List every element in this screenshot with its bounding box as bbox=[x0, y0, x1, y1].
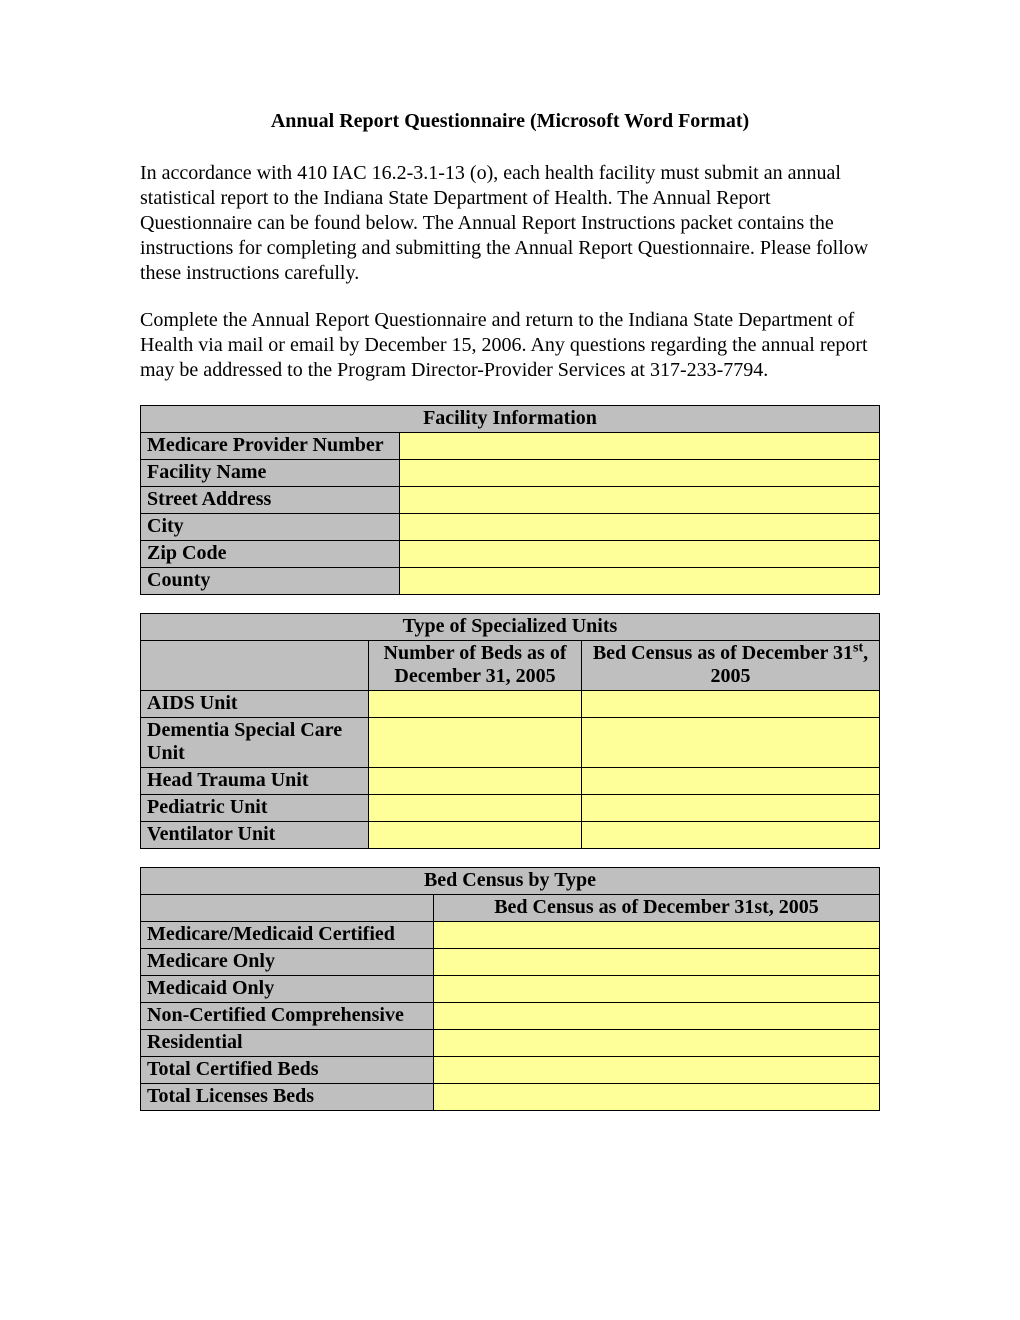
table-row: Medicare Provider Number bbox=[141, 433, 880, 460]
row-label: Dementia Special Care Unit bbox=[141, 718, 369, 768]
input-cell[interactable] bbox=[400, 514, 880, 541]
row-label: Medicare/Medicaid Certified bbox=[141, 922, 434, 949]
row-label: Zip Code bbox=[141, 541, 400, 568]
table-row: County bbox=[141, 568, 880, 595]
table-row: Zip Code bbox=[141, 541, 880, 568]
row-label: Head Trauma Unit bbox=[141, 768, 369, 795]
row-label: City bbox=[141, 514, 400, 541]
input-cell[interactable] bbox=[434, 976, 880, 1003]
input-cell[interactable] bbox=[582, 691, 880, 718]
table-row: Head Trauma Unit bbox=[141, 768, 880, 795]
input-cell[interactable] bbox=[434, 1057, 880, 1084]
col2-sup: st bbox=[853, 640, 863, 655]
facility-info-header: Facility Information bbox=[141, 406, 880, 433]
input-cell[interactable] bbox=[400, 487, 880, 514]
input-cell[interactable] bbox=[400, 433, 880, 460]
bed-census-header: Bed Census by Type bbox=[141, 868, 880, 895]
table-row: Medicare Only bbox=[141, 949, 880, 976]
table-row: Ventilator Unit bbox=[141, 822, 880, 849]
col2-pre: Bed Census as of December 31 bbox=[593, 642, 853, 664]
table-row: AIDS Unit bbox=[141, 691, 880, 718]
row-label: Pediatric Unit bbox=[141, 795, 369, 822]
column-header-census: Bed Census as of December 31st, 2005 bbox=[582, 641, 880, 691]
table-row: Facility Name bbox=[141, 460, 880, 487]
row-label: Ventilator Unit bbox=[141, 822, 369, 849]
row-label: AIDS Unit bbox=[141, 691, 369, 718]
input-cell[interactable] bbox=[400, 568, 880, 595]
intro-paragraph-2: Complete the Annual Report Questionnaire… bbox=[140, 308, 880, 383]
input-cell[interactable] bbox=[369, 795, 582, 822]
input-cell[interactable] bbox=[582, 768, 880, 795]
input-cell[interactable] bbox=[434, 1084, 880, 1111]
row-label: Street Address bbox=[141, 487, 400, 514]
input-cell[interactable] bbox=[582, 718, 880, 768]
input-cell[interactable] bbox=[434, 1030, 880, 1057]
table-row: Residential bbox=[141, 1030, 880, 1057]
table-row: Pediatric Unit bbox=[141, 795, 880, 822]
row-label: County bbox=[141, 568, 400, 595]
row-label: Medicare Provider Number bbox=[141, 433, 400, 460]
input-cell[interactable] bbox=[369, 718, 582, 768]
input-cell[interactable] bbox=[434, 949, 880, 976]
table-row: City bbox=[141, 514, 880, 541]
input-cell[interactable] bbox=[582, 795, 880, 822]
row-label: Total Certified Beds bbox=[141, 1057, 434, 1084]
column-header-beds: Number of Beds as of December 31, 2005 bbox=[369, 641, 582, 691]
empty-corner-cell bbox=[141, 641, 369, 691]
empty-corner-cell bbox=[141, 895, 434, 922]
row-label: Facility Name bbox=[141, 460, 400, 487]
specialized-units-header: Type of Specialized Units bbox=[141, 614, 880, 641]
row-label: Medicare Only bbox=[141, 949, 434, 976]
input-cell[interactable] bbox=[434, 1003, 880, 1030]
specialized-units-table: Type of Specialized Units Number of Beds… bbox=[140, 613, 880, 849]
row-label: Total Licenses Beds bbox=[141, 1084, 434, 1111]
bed-census-table: Bed Census by Type Bed Census as of Dece… bbox=[140, 867, 880, 1111]
table-row: Street Address bbox=[141, 487, 880, 514]
table-row: Medicaid Only bbox=[141, 976, 880, 1003]
input-cell[interactable] bbox=[369, 691, 582, 718]
row-label: Non-Certified Comprehensive bbox=[141, 1003, 434, 1030]
table-row: Total Certified Beds bbox=[141, 1057, 880, 1084]
facility-info-table: Facility Information Medicare Provider N… bbox=[140, 405, 880, 595]
document-page: Annual Report Questionnaire (Microsoft W… bbox=[0, 0, 1020, 1320]
table-row: Dementia Special Care Unit bbox=[141, 718, 880, 768]
row-label: Residential bbox=[141, 1030, 434, 1057]
table-row: Medicare/Medicaid Certified bbox=[141, 922, 880, 949]
page-title: Annual Report Questionnaire (Microsoft W… bbox=[140, 110, 880, 133]
input-cell[interactable] bbox=[369, 768, 582, 795]
input-cell[interactable] bbox=[582, 822, 880, 849]
input-cell[interactable] bbox=[369, 822, 582, 849]
intro-paragraph-1: In accordance with 410 IAC 16.2-3.1-13 (… bbox=[140, 161, 880, 286]
table-row: Total Licenses Beds bbox=[141, 1084, 880, 1111]
row-label: Medicaid Only bbox=[141, 976, 434, 1003]
column-header-census: Bed Census as of December 31st, 2005 bbox=[434, 895, 880, 922]
input-cell[interactable] bbox=[434, 922, 880, 949]
table-row: Non-Certified Comprehensive bbox=[141, 1003, 880, 1030]
input-cell[interactable] bbox=[400, 541, 880, 568]
input-cell[interactable] bbox=[400, 460, 880, 487]
